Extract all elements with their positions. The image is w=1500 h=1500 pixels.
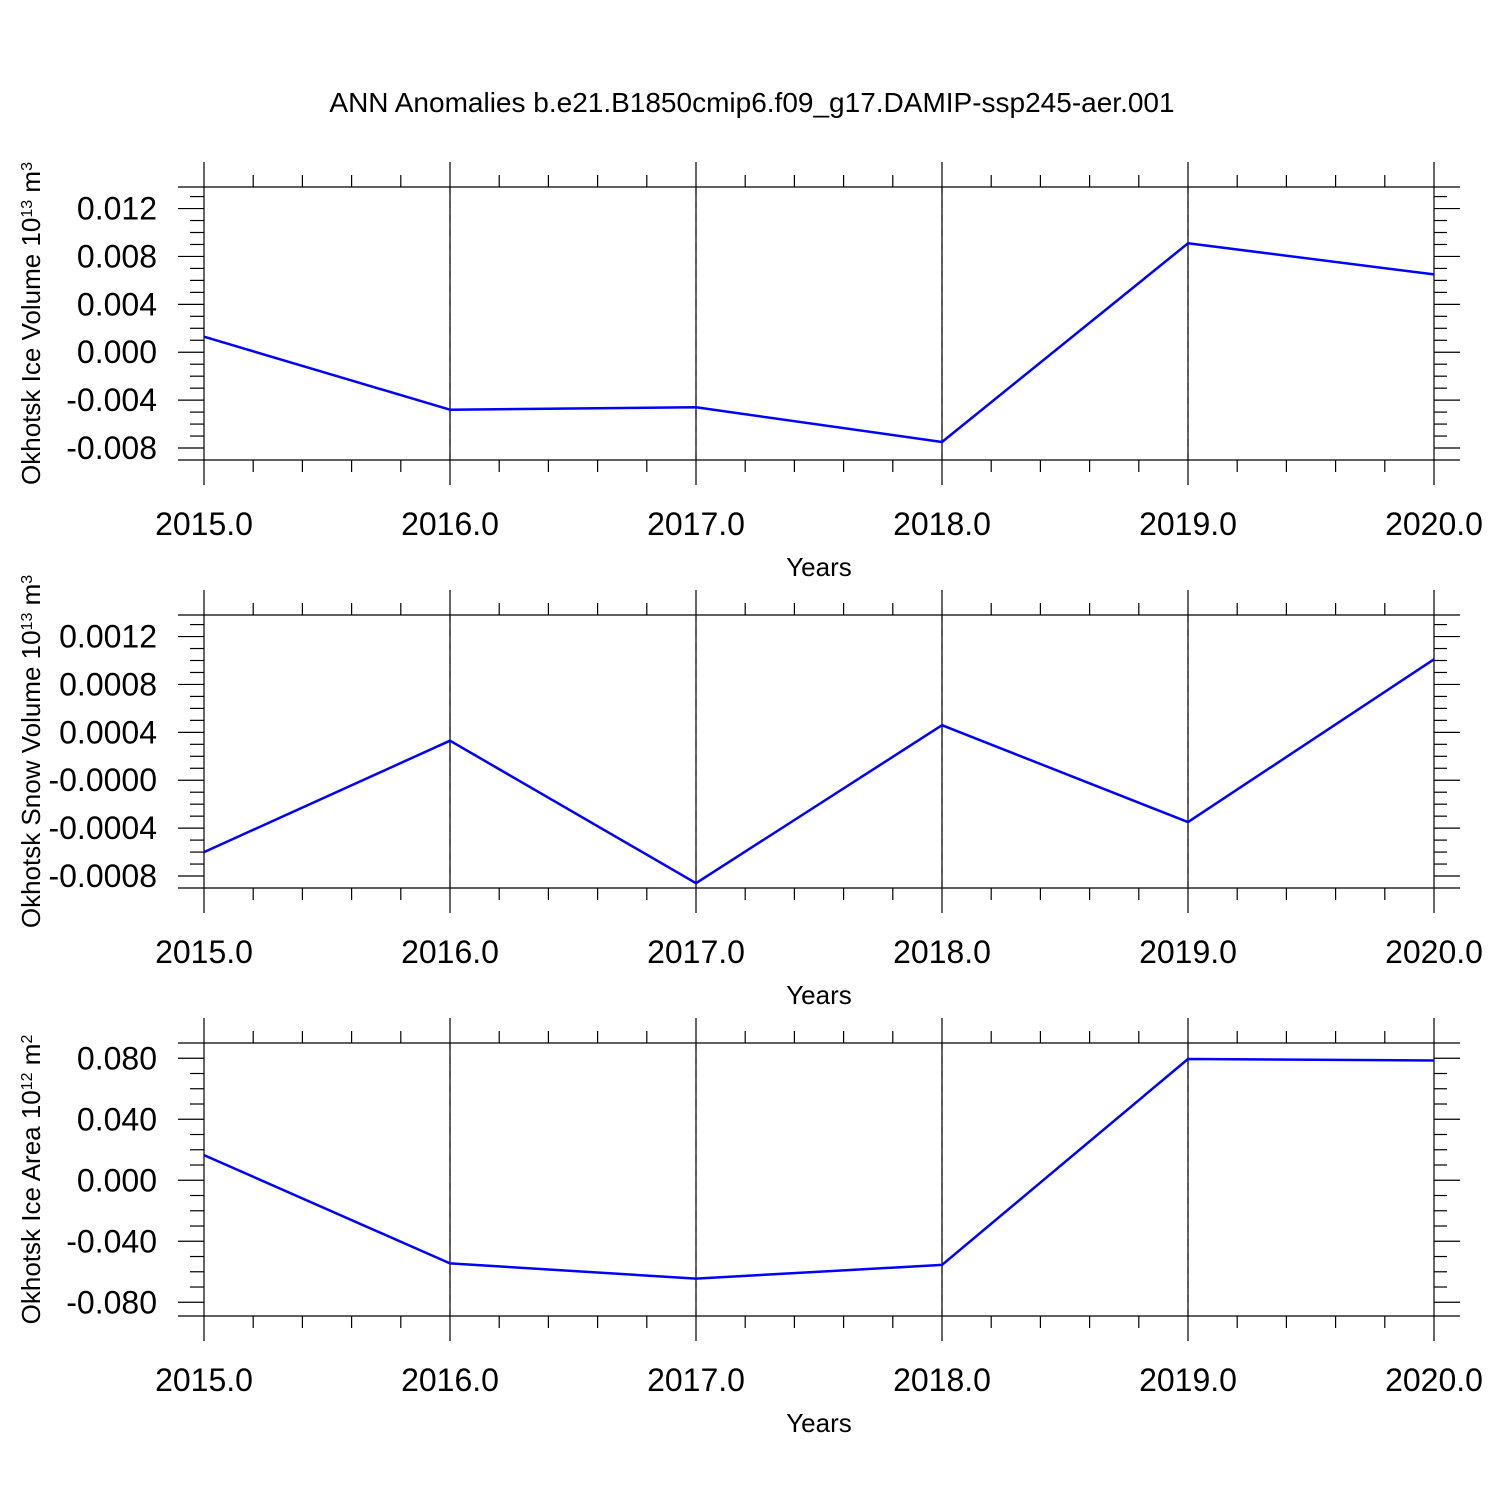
x-tick-label: 2018.0 bbox=[893, 934, 991, 970]
y-tick-label: -0.040 bbox=[66, 1223, 157, 1259]
y-tick-label: -0.004 bbox=[66, 382, 157, 418]
chart-title: ANN Anomalies b.e21.B1850cmip6.f09_g17.D… bbox=[329, 87, 1174, 118]
y-tick-label: 0.080 bbox=[77, 1040, 157, 1076]
x-axis-title: Years bbox=[786, 980, 852, 1010]
x-tick-label: 2017.0 bbox=[647, 934, 745, 970]
x-tick-label: 2020.0 bbox=[1385, 934, 1483, 970]
y-tick-label: 0.008 bbox=[77, 238, 157, 274]
y-axis-title: Okhotsk Snow Volume 1013 m3 bbox=[16, 575, 46, 928]
x-tick-label: 2018.0 bbox=[893, 506, 991, 542]
x-tick-label: 2017.0 bbox=[647, 1362, 745, 1398]
x-tick-label: 2019.0 bbox=[1139, 1362, 1237, 1398]
chart-panel-1: 2015.0 2016.0 2017.0 2018.0 2019.0 2020.0 0.01… bbox=[16, 162, 1483, 582]
y-tick-label: -0.008 bbox=[66, 430, 157, 466]
x-axis-title: Years bbox=[786, 1408, 852, 1438]
y-tick-label: 0.000 bbox=[77, 334, 157, 370]
x-tick-label: 2015.0 bbox=[155, 934, 253, 970]
y-tick-label: 0.004 bbox=[77, 286, 157, 322]
x-tick-label: 2016.0 bbox=[401, 506, 499, 542]
y-tick-label: -0.0000 bbox=[48, 762, 157, 798]
x-tick-label: 2015.0 bbox=[155, 1362, 253, 1398]
x-tick-label: 2015.0 bbox=[155, 506, 253, 542]
chart-panel-2: 2015.0 2016.0 2017.0 2018.0 2019.0 2020.0 0.00… bbox=[16, 575, 1483, 1010]
x-tick-label: 2020.0 bbox=[1385, 1362, 1483, 1398]
y-tick-label: 0.0004 bbox=[59, 714, 157, 750]
x-tick-label: 2020.0 bbox=[1385, 506, 1483, 542]
y-tick-label: 0.0008 bbox=[59, 666, 157, 702]
y-tick-label: 0.000 bbox=[77, 1162, 157, 1198]
x-tick-label: 2018.0 bbox=[893, 1362, 991, 1398]
y-tick-label: 0.012 bbox=[77, 191, 157, 227]
x-tick-label: 2019.0 bbox=[1139, 934, 1237, 970]
x-tick-label: 2019.0 bbox=[1139, 506, 1237, 542]
chart-panel-3: 2015.0 2016.0 2017.0 2018.0 2019.0 2020.0 0.08… bbox=[16, 1018, 1483, 1438]
y-tick-label: -0.080 bbox=[66, 1284, 157, 1320]
y-axis-title: Okhotsk Ice Volume 1013 m3 bbox=[16, 162, 46, 485]
series-line bbox=[203, 242, 1435, 444]
y-tick-label: -0.0008 bbox=[48, 858, 157, 894]
y-tick-label: 0.0012 bbox=[59, 619, 157, 655]
x-tick-label: 2016.0 bbox=[401, 1362, 499, 1398]
x-tick-label: 2016.0 bbox=[401, 934, 499, 970]
y-tick-label: 0.040 bbox=[77, 1101, 157, 1137]
chart-panels: 2015.0 2016.0 2017.0 2018.0 2019.0 2020.0 0.01… bbox=[16, 162, 1483, 1438]
y-tick-label: -0.0004 bbox=[48, 810, 157, 846]
series-line bbox=[203, 1057, 1435, 1280]
y-axis-title: Okhotsk Ice Area 1012 m2 bbox=[16, 1035, 46, 1325]
series-line bbox=[203, 658, 1435, 885]
x-axis-title: Years bbox=[786, 552, 852, 582]
x-tick-label: 2017.0 bbox=[647, 506, 745, 542]
